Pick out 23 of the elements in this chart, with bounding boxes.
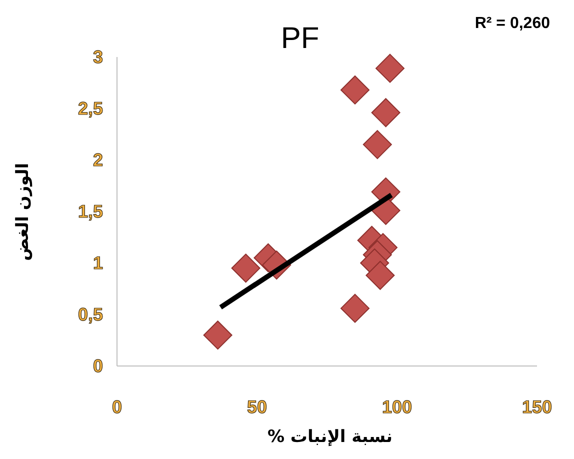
point	[366, 260, 395, 290]
point	[231, 254, 260, 283]
y-tick-label: 2,5	[78, 98, 103, 118]
y-tick-label: 1	[92, 253, 103, 273]
point	[371, 98, 400, 128]
point	[203, 320, 232, 350]
x-tick-label: 0	[112, 397, 122, 417]
text: R² = 0,260	[474, 15, 550, 32]
point	[340, 294, 370, 323]
x-axis-title: نسبة الإنبات %	[267, 427, 393, 447]
y-tick-label: 0	[92, 356, 103, 376]
point	[340, 75, 370, 104]
x-tick-label: 150	[522, 397, 552, 417]
y-tick-label: 2	[92, 150, 103, 170]
y-tick-label: 3	[92, 47, 103, 67]
y-axis-title: الوزن الغض	[13, 162, 33, 262]
point	[362, 130, 392, 160]
x-tick-label: 100	[382, 397, 412, 417]
y-tick-label: 0,5	[78, 304, 103, 324]
chart-title: PF	[280, 22, 320, 55]
x-tick-label: 50	[246, 397, 268, 417]
y-tick-label: 1,5	[78, 202, 103, 222]
point	[376, 54, 404, 83]
